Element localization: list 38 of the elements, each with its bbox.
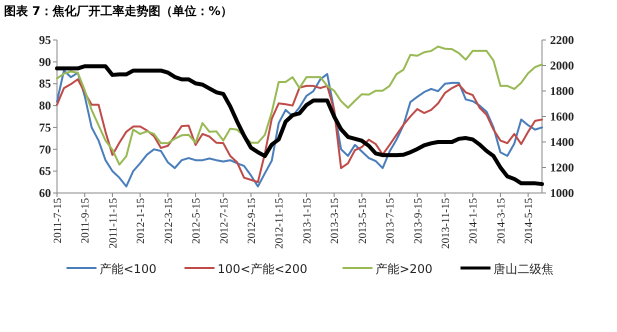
x-tick-label: 2013-1-15	[301, 198, 314, 244]
x-tick-label: 2012-5-15	[190, 198, 203, 244]
x-tick-label: 2011-9-15	[80, 198, 92, 244]
y2-tick-label: 1400	[550, 135, 574, 149]
x-tick-label: 2012-1-15	[135, 198, 148, 244]
legend-label: 100<产能<200	[218, 262, 308, 276]
x-tick-label: 2011-11-15	[107, 198, 120, 249]
y2-tick-label: 1600	[550, 110, 574, 124]
y-tick-label: 85	[39, 76, 51, 91]
y2-tick-label: 1000	[550, 186, 574, 200]
x-tick-label: 2013-11-15	[440, 198, 452, 249]
x-tick-label: 2013-9-15	[412, 198, 424, 244]
x-tick-label: 2014-5-15	[523, 198, 536, 244]
chart-title: 图表 7：焦化厂开工率走势图（单位：%）	[4, 4, 233, 18]
y-tick-label: 60	[39, 186, 51, 200]
y2-tick-label: 1200	[550, 160, 574, 174]
y-tick-label: 80	[39, 98, 51, 113]
y2-tick-label: 2200	[550, 33, 574, 47]
x-tick-label: 2013-7-15	[384, 198, 397, 244]
x-tick-label: 2014-1-15	[468, 198, 480, 244]
x-tick-label: 2013-3-15	[329, 198, 342, 244]
x-tick-label: 2012-11-15	[274, 198, 286, 249]
legend-label: 唐山二级焦	[494, 262, 554, 276]
x-tick-label: 2012-7-15	[218, 198, 230, 244]
y-tick-label: 95	[39, 33, 51, 47]
y-tick-label: 90	[39, 54, 51, 69]
y2-tick-label: 2000	[550, 58, 574, 72]
legend-label: 产能>200	[376, 262, 432, 276]
legend-label: 产能<100	[100, 262, 156, 276]
x-tick-label: 2012-3-15	[162, 198, 175, 244]
y-tick-label: 70	[39, 142, 51, 156]
x-tick-label: 2012-9-15	[246, 198, 258, 244]
x-tick-label: 2013-5-15	[356, 198, 369, 244]
x-tick-label: 2011-7-15	[52, 198, 64, 244]
x-tick-label: 2014-3-15	[495, 198, 508, 244]
y-tick-label: 65	[39, 164, 51, 178]
y2-tick-label: 1800	[550, 84, 574, 98]
y-tick-label: 75	[39, 120, 51, 134]
